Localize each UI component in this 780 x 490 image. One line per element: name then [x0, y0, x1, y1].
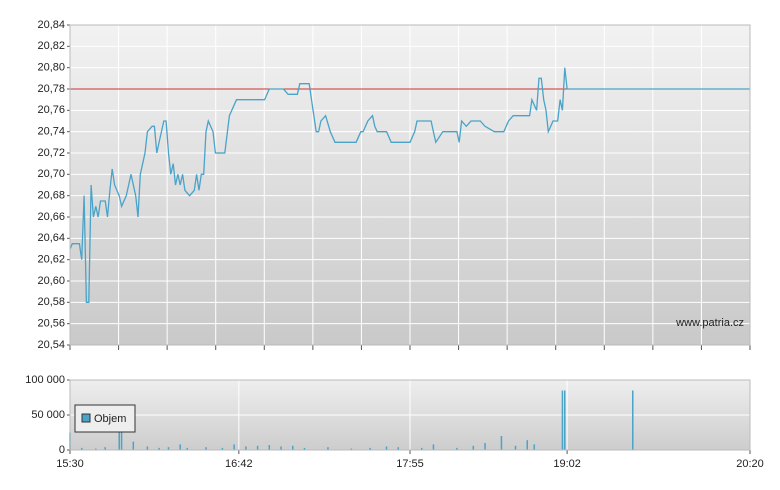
volume-bar [280, 446, 282, 450]
volume-bar [632, 390, 634, 450]
legend-label: Objem [94, 413, 126, 425]
y-tick-label: 20,76 [37, 104, 65, 116]
y-tick-label: 20,66 [37, 211, 65, 223]
volume-bar [186, 447, 188, 450]
y-tick-label: 20,62 [37, 254, 65, 266]
y-tick-label: 20,54 [37, 339, 65, 351]
volume-bar [561, 390, 564, 450]
legend-swatch [81, 413, 91, 423]
volume-bar [533, 444, 536, 450]
volume-bar [268, 445, 271, 450]
volume-bar [256, 445, 259, 450]
x-tick-label: 15:30 [56, 458, 84, 470]
volume-bar [233, 444, 235, 450]
volume-bar [472, 445, 475, 450]
price-line [69, 67, 750, 303]
volume-bar [369, 447, 371, 450]
x-tick-label: 17:55 [396, 458, 424, 470]
volume-bar [456, 447, 458, 450]
y-tick-label: 20,58 [37, 296, 65, 308]
volume-bar [484, 443, 486, 450]
volume-bar [95, 448, 97, 450]
volume-bar [221, 447, 224, 450]
volume-bar [564, 390, 566, 450]
plot-frame [69, 24, 751, 346]
volume-bar [500, 436, 503, 450]
y-tick-label: 20,72 [37, 147, 65, 159]
volume-bar [397, 447, 400, 450]
x-tick-label: 20:20 [736, 458, 764, 470]
y-tick-label: 0 [59, 444, 65, 456]
volume-bar [146, 446, 149, 450]
volume-bar [327, 447, 329, 450]
y-tick-label: 20,80 [37, 62, 65, 74]
volume-bar [132, 441, 135, 450]
watermark: www.patria.cz [675, 317, 744, 329]
volume-bar [420, 447, 423, 450]
volume-bar [167, 447, 170, 450]
y-tick-label: 100 000 [25, 374, 65, 386]
volume-bar [120, 429, 123, 450]
y-tick-label: 20,56 [37, 318, 65, 330]
x-tick-label: 19:02 [553, 458, 581, 470]
y-tick-label: 50 000 [31, 409, 65, 421]
volume-bar [179, 444, 181, 450]
y-tick-label: 20,82 [37, 40, 65, 52]
volume-bar [104, 447, 106, 450]
y-tick-label: 20,78 [37, 83, 65, 95]
volume-bar [385, 446, 388, 450]
volume-bar [292, 445, 294, 450]
plot-frame [69, 379, 751, 451]
y-tick-label: 20,68 [37, 190, 65, 202]
volume-bar [350, 448, 353, 450]
volume-bar [514, 445, 517, 450]
y-tick-label: 20,60 [37, 275, 65, 287]
volume-bar [303, 447, 306, 450]
y-tick-label: 20,64 [37, 232, 65, 244]
volume-bar [205, 447, 207, 450]
y-tick-label: 20,74 [37, 126, 65, 138]
volume-bar [245, 446, 247, 450]
y-tick-label: 20,84 [37, 19, 65, 31]
y-tick-label: 20,70 [37, 168, 65, 180]
x-tick-label: 16:42 [225, 458, 253, 470]
volume-bar [526, 440, 528, 450]
volume-bar [118, 418, 120, 450]
volume-bar [158, 447, 160, 450]
volume-bar [432, 444, 435, 450]
volume-bar [80, 447, 83, 450]
